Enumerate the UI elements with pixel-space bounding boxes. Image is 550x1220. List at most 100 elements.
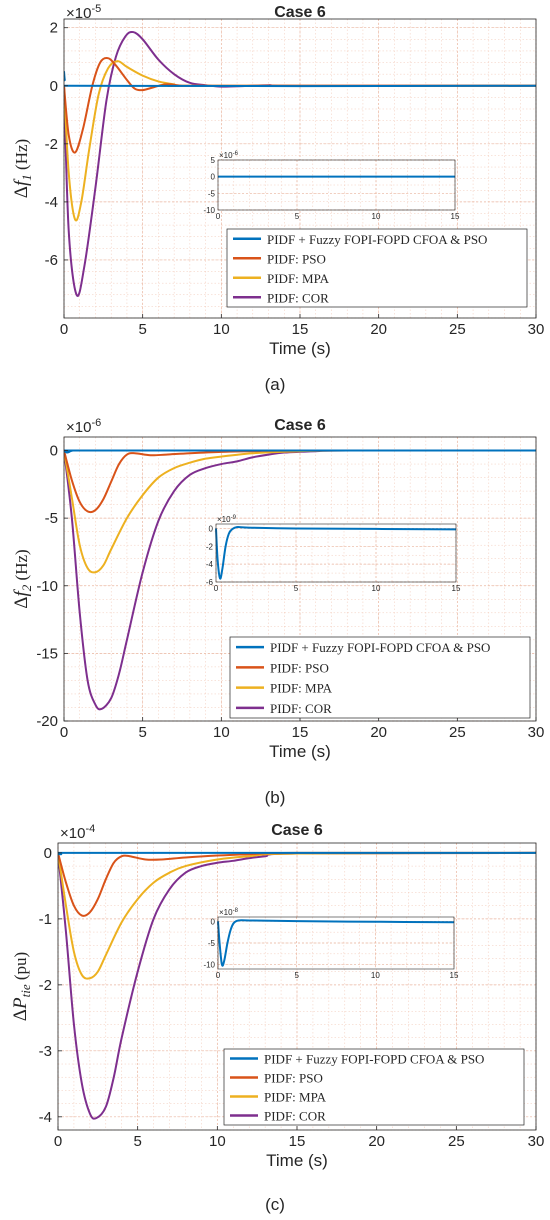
x-tick-label: 15 <box>292 724 309 741</box>
inset-background <box>216 524 456 582</box>
exponent-power: -5 <box>91 3 101 15</box>
series-line-2 <box>58 851 536 917</box>
y-label-sub: 2 <box>19 584 34 591</box>
series-line-3 <box>58 851 536 980</box>
inset-y-tick-label: 0 <box>211 917 216 926</box>
inset-axes: 0 5 10 15-6-4-20×10-9 <box>206 515 461 593</box>
inset-box <box>217 159 456 211</box>
inset-exponent: ×10-9 <box>217 515 237 524</box>
y-tick-label: -15 <box>36 645 58 662</box>
y-label-var: f <box>11 178 32 186</box>
y-label-prefix: Δ <box>10 1009 31 1021</box>
inset-y-tick-label: -4 <box>206 560 214 569</box>
x-axis-label: Time (s) <box>269 339 331 358</box>
y-tick-label: 0 <box>50 78 58 95</box>
inset-exponent: ×10-8 <box>219 908 239 917</box>
y-label-sub: tie <box>18 984 33 997</box>
inset-series-line <box>217 919 455 967</box>
exponent-power: -4 <box>85 823 95 835</box>
y-axis-label: Δf2 (Hz) <box>11 549 34 608</box>
y-label-sub: 1 <box>19 174 34 181</box>
x-tick-label: 15 <box>289 1133 306 1150</box>
x-tick-label: 5 <box>138 321 146 338</box>
inset-x-tick-label: 10 <box>371 971 380 980</box>
series-line-1 <box>64 449 536 454</box>
series-line-3 <box>64 449 536 574</box>
y-tick-label: -5 <box>45 510 58 527</box>
inset-x-tick-label: 15 <box>452 584 461 593</box>
legend-entry: PIDF: PSO <box>267 251 326 266</box>
inset-y-tick-label: -5 <box>208 189 216 198</box>
x-tick-label: 10 <box>213 724 230 741</box>
x-tick-label: 30 <box>528 321 545 338</box>
y-tick-label: 0 <box>44 845 52 862</box>
axis-exponent: ×10-5 <box>66 3 101 22</box>
x-tick-label: 30 <box>528 724 545 741</box>
x-tick-label: 15 <box>292 321 309 338</box>
legend-entry: PIDF: MPA <box>267 271 330 286</box>
inset-x-tick-label: 15 <box>450 971 459 980</box>
legend-entry: PIDF: COR <box>267 290 329 305</box>
x-tick-label: 10 <box>213 321 230 338</box>
x-axis-label: Time (s) <box>269 742 331 761</box>
x-tick-label: 10 <box>209 1133 226 1150</box>
legend-entry: PIDF: COR <box>264 1109 326 1124</box>
inset-y-tick-label: -10 <box>203 206 215 215</box>
inset-x-tick-label: 5 <box>295 212 300 221</box>
y-tick-label: 0 <box>50 443 58 460</box>
chart-panel-2: 0 5 10 15 20 25 30-20-15-10-50×10-6 Case 6Time … <box>11 417 544 807</box>
exponent-base: ×10 <box>60 825 85 842</box>
panel-label: (a) <box>265 375 286 394</box>
x-tick-label: 20 <box>370 724 387 741</box>
x-tick-label: 0 <box>60 724 68 741</box>
x-tick-label: 0 <box>60 321 68 338</box>
exponent-base: ×10 <box>66 5 91 22</box>
legend-box <box>229 636 531 719</box>
legend-entry: PIDF + Fuzzy FOPI-FOPD CFOA & PSO <box>267 232 487 247</box>
y-label-unit: (pu) <box>11 952 30 985</box>
inset-box <box>215 523 457 583</box>
legend: PIDF + Fuzzy FOPI-FOPD CFOA & PSO PIDF: P… <box>229 636 531 719</box>
inset-x-tick-label: 5 <box>294 584 299 593</box>
legend-entry: PIDF + Fuzzy FOPI-FOPD CFOA & PSO <box>264 1052 484 1067</box>
inset-x-tick-label: 5 <box>294 971 299 980</box>
y-tick-label: -1 <box>39 911 52 928</box>
y-label-unit: (Hz) <box>12 139 31 174</box>
legend-entry: PIDF: PSO <box>264 1071 323 1086</box>
x-tick-label: 5 <box>133 1133 141 1150</box>
inset-axes: 0 5 10 15-10-50×10-8 <box>203 908 459 980</box>
x-tick-label: 30 <box>528 1133 545 1150</box>
y-label-prefix: Δ <box>11 596 32 608</box>
inset-series-line <box>215 526 457 580</box>
inset-x-tick-label: 10 <box>372 212 381 221</box>
exponent-base: ×10 <box>66 419 91 436</box>
panel-label: (c) <box>265 1195 285 1214</box>
inset-x-tick-label: 0 <box>214 584 219 593</box>
legend-entry: PIDF + Fuzzy FOPI-FOPD CFOA & PSO <box>270 640 490 655</box>
chart-title: Case 6 <box>271 822 323 839</box>
series-line-4 <box>58 851 536 1120</box>
y-tick-label: -2 <box>39 977 52 994</box>
inset-exponent: ×10-6 <box>219 151 239 160</box>
inset-x-tick-label: 10 <box>372 584 381 593</box>
exponent-power: -6 <box>91 417 101 429</box>
y-tick-label: -20 <box>36 713 58 730</box>
y-label-prefix: Δ <box>11 186 32 198</box>
inset-axes: 0 5 10 15-10-505×10-6 <box>203 151 460 221</box>
series-line-1 <box>58 851 536 856</box>
inset-x-tick-label: 0 <box>216 212 221 221</box>
inset-box <box>217 916 455 970</box>
inset-x-tick-label: 0 <box>216 971 221 980</box>
y-label-var: P <box>10 997 31 1010</box>
x-tick-label: 25 <box>449 724 466 741</box>
x-tick-label: 0 <box>54 1133 62 1150</box>
inset-y-tick-label: 0 <box>209 524 214 533</box>
y-label-unit: (Hz) <box>12 549 31 584</box>
y-tick-label: -3 <box>39 1043 52 1060</box>
inset-y-tick-label: -10 <box>203 961 215 970</box>
y-tick-label: -4 <box>39 1109 52 1126</box>
y-tick-label: -2 <box>45 136 58 153</box>
